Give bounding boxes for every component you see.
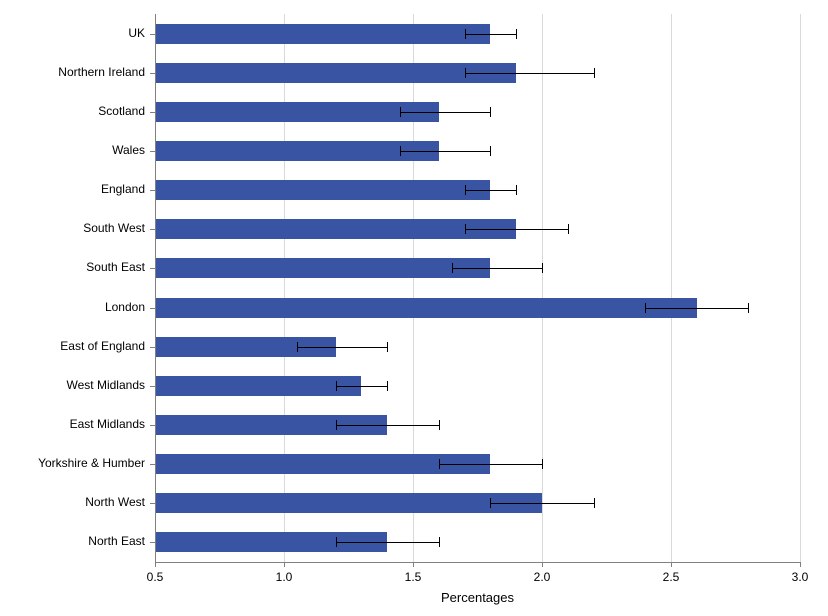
error-bar: [465, 73, 594, 74]
error-bar-cap: [336, 420, 337, 430]
data-bar: [155, 258, 490, 278]
error-bar: [465, 229, 568, 230]
x-tick: [800, 562, 801, 567]
y-tick: [150, 268, 155, 269]
gridline: [413, 14, 414, 562]
y-axis-line: [155, 14, 156, 562]
data-bar: [155, 376, 361, 396]
y-category-label: South West: [83, 221, 145, 235]
y-category-label: UK: [128, 26, 145, 40]
y-tick: [150, 190, 155, 191]
y-category-label: England: [101, 182, 145, 196]
y-tick: [150, 425, 155, 426]
error-bar-cap: [387, 342, 388, 352]
error-bar: [465, 34, 517, 35]
error-bar-cap: [748, 303, 749, 313]
data-bar: [155, 24, 490, 44]
data-bar: [155, 141, 439, 161]
error-bar-cap: [645, 303, 646, 313]
y-category-label: North West: [85, 495, 145, 509]
error-bar-cap: [465, 185, 466, 195]
data-bar: [155, 298, 697, 318]
y-tick: [150, 503, 155, 504]
error-bar-cap: [400, 107, 401, 117]
error-bar: [400, 151, 490, 152]
y-tick: [150, 464, 155, 465]
error-bar-cap: [568, 224, 569, 234]
error-bar: [400, 112, 490, 113]
y-category-label: North East: [88, 534, 145, 548]
y-tick: [150, 347, 155, 348]
error-bar-cap: [297, 342, 298, 352]
y-tick: [150, 229, 155, 230]
error-bar-cap: [465, 224, 466, 234]
error-bar: [465, 190, 517, 191]
y-category-label: East of England: [60, 339, 145, 353]
data-bar: [155, 493, 542, 513]
plot-area: [155, 14, 800, 562]
error-bar-cap: [490, 107, 491, 117]
y-category-label: Yorkshire & Humber: [38, 456, 145, 470]
error-bar-cap: [439, 459, 440, 469]
x-tick-label: 2.0: [534, 570, 551, 584]
error-bar-cap: [439, 537, 440, 547]
error-bar-cap: [594, 68, 595, 78]
error-bar: [336, 386, 388, 387]
error-bar-cap: [594, 498, 595, 508]
x-tick-label: 0.5: [147, 570, 164, 584]
data-bar: [155, 219, 516, 239]
y-category-label: Scotland: [98, 104, 145, 118]
error-bar: [452, 268, 542, 269]
error-bar-cap: [465, 29, 466, 39]
y-category-label: South East: [86, 260, 145, 274]
error-bar: [439, 464, 542, 465]
error-bar: [297, 347, 387, 348]
error-bar-cap: [542, 263, 543, 273]
x-tick-label: 3.0: [792, 570, 809, 584]
y-category-label: Northern Ireland: [58, 65, 145, 79]
error-bar: [336, 542, 439, 543]
y-tick: [150, 151, 155, 152]
gridline: [671, 14, 672, 562]
error-bar-cap: [465, 68, 466, 78]
error-bar-cap: [452, 263, 453, 273]
x-axis-line: [155, 562, 800, 563]
data-bar: [155, 63, 516, 83]
y-tick: [150, 34, 155, 35]
data-bar: [155, 102, 439, 122]
y-tick: [150, 73, 155, 74]
error-bar: [645, 308, 748, 309]
gridline: [542, 14, 543, 562]
x-axis-title: Percentages: [441, 590, 514, 605]
error-bar-cap: [400, 146, 401, 156]
data-bar: [155, 180, 490, 200]
x-tick-label: 1.0: [276, 570, 293, 584]
y-tick: [150, 112, 155, 113]
error-bar: [336, 425, 439, 426]
y-category-label: East Midlands: [70, 417, 145, 431]
y-tick: [150, 386, 155, 387]
chart-container: 0.5 1.0 1.5 2.0 2.5 3.0 UK Northern Ireland Scot…: [0, 0, 828, 616]
gridline: [800, 14, 801, 562]
error-bar-cap: [387, 381, 388, 391]
x-tick-label: 2.5: [663, 570, 680, 584]
y-category-label: Wales: [112, 143, 145, 157]
error-bar-cap: [516, 185, 517, 195]
error-bar-cap: [439, 420, 440, 430]
error-bar-cap: [542, 459, 543, 469]
y-tick: [150, 542, 155, 543]
y-category-label: West Midlands: [67, 378, 145, 392]
x-tick-label: 1.5: [405, 570, 422, 584]
error-bar-cap: [490, 498, 491, 508]
error-bar-cap: [490, 146, 491, 156]
y-category-label: London: [105, 300, 145, 314]
error-bar-cap: [336, 381, 337, 391]
gridline: [284, 14, 285, 562]
y-tick: [150, 308, 155, 309]
error-bar: [490, 503, 593, 504]
error-bar-cap: [516, 29, 517, 39]
error-bar-cap: [336, 537, 337, 547]
